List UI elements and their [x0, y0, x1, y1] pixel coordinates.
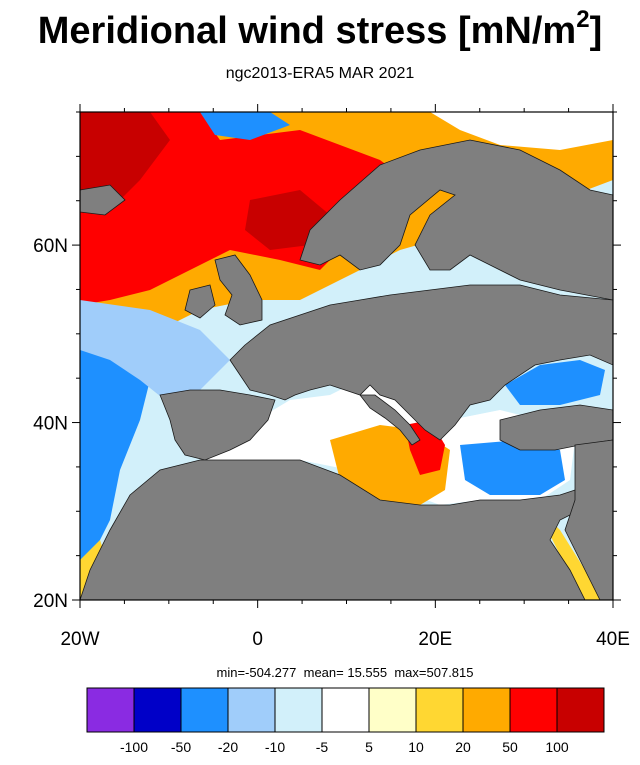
- land-scandinavia: [299, 139, 613, 301]
- colorbar-label: 50: [502, 739, 518, 755]
- colorbar-label: 10: [408, 739, 424, 755]
- colorbar-swatch: [227, 687, 276, 733]
- colorbar-label: -50: [171, 739, 191, 755]
- arctic-weak-stress-field: [430, 112, 613, 150]
- colorbar-swatch: [133, 687, 182, 733]
- latitude-ticks: 60N 40N 20N: [33, 111, 621, 612]
- land-continental-europe: [229, 284, 613, 441]
- land-great-britain: [214, 254, 263, 326]
- arctic-negative-stress-field: [200, 112, 290, 140]
- red-sea-positive-stress: [545, 515, 600, 600]
- colorbar: -100 -50 -20 -10 -5 5 10 20 50 100: [86, 687, 605, 755]
- lat-label: 20N: [33, 591, 68, 612]
- chart-subtitle: ngc2013-ERA5 MAR 2021: [225, 65, 415, 82]
- map-plot-area: [80, 112, 613, 600]
- lat-label: 60N: [33, 236, 68, 257]
- colorbar-label: 5: [365, 739, 373, 755]
- colorbar-swatch: [415, 687, 464, 733]
- land-iberia: [159, 389, 276, 461]
- colorbar-swatch: [509, 687, 558, 733]
- stats-line: min=-504.277 mean= 15.555 max=507.815: [0, 665, 640, 680]
- colorbar-swatch: [556, 687, 605, 733]
- lat-label: 40N: [33, 414, 68, 435]
- colorbar-swatch: [462, 687, 511, 733]
- stats-min-label: min=: [216, 665, 246, 680]
- stats-max-label: max=: [394, 665, 427, 680]
- eastern-med-negative-stress: [460, 440, 565, 495]
- colorbar-swatch: [274, 687, 323, 733]
- lon-label: 40E: [596, 629, 630, 650]
- colorbar-label: 100: [545, 739, 569, 755]
- stats-max-value: 507.815: [426, 665, 474, 680]
- colorbar-label: 20: [455, 739, 471, 755]
- land-iceland: [80, 184, 126, 216]
- colorbar-label: -20: [218, 739, 238, 755]
- title-suffix: ]: [589, 10, 603, 52]
- lon-label: 0: [252, 629, 263, 650]
- lon-label: 20E: [418, 629, 452, 650]
- atlantic-negative-stress-field: [80, 340, 150, 570]
- longitude-ticks: 20W 0 20E 40E: [60, 104, 630, 650]
- colorbar-label: -100: [120, 739, 148, 755]
- colorbar-label: -10: [265, 739, 285, 755]
- title-text: Meridional wind stress [mN/m: [37, 10, 577, 52]
- title-superscript: 2: [576, 6, 590, 33]
- land-ireland: [184, 284, 216, 319]
- land-africa: [80, 459, 586, 600]
- atlantic-weak-stress-field: [80, 300, 230, 400]
- stats-mean-value: 15.555: [343, 665, 388, 680]
- colorbar-label: -5: [316, 739, 329, 755]
- land-masses: [80, 139, 613, 600]
- stats-min-value: -504.277: [245, 665, 297, 680]
- stats-sep-1: [296, 665, 303, 680]
- stats-mean-label: mean=: [303, 665, 344, 680]
- colorbar-swatch: [321, 687, 370, 733]
- land-middle-east: [564, 439, 613, 600]
- colorbar-swatch: [86, 687, 135, 733]
- colorbar-swatch: [368, 687, 417, 733]
- black-sea-negative-stress: [505, 360, 605, 405]
- lon-label: 20W: [60, 629, 99, 650]
- land-italy: [359, 394, 421, 446]
- colorbar-swatch: [180, 687, 229, 733]
- chart-title: Meridional wind stress [mN/m2]: [0, 6, 640, 53]
